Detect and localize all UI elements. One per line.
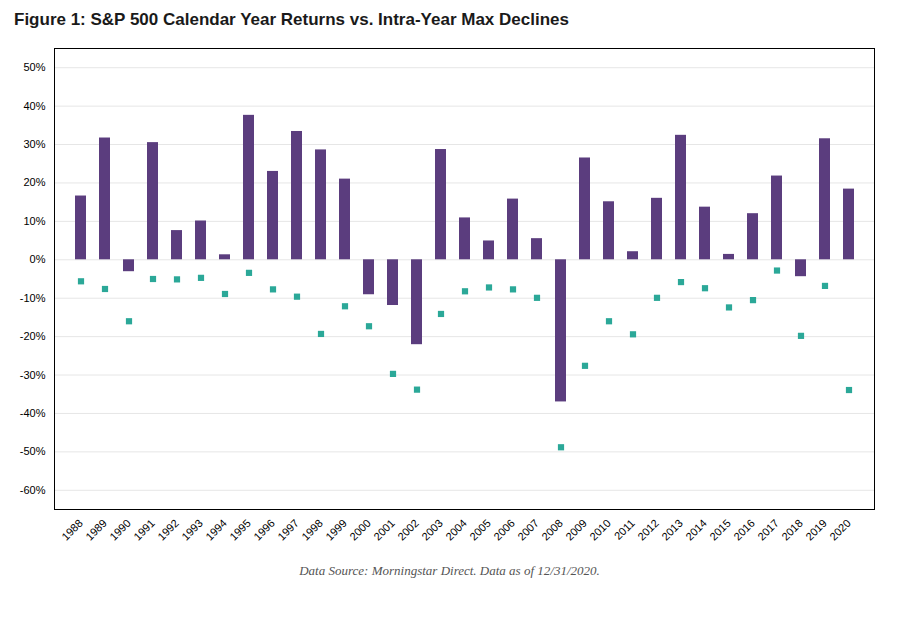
svg-text:2007: 2007	[515, 517, 541, 543]
svg-text:2006: 2006	[491, 517, 517, 543]
svg-text:1993: 1993	[179, 517, 205, 543]
svg-text:2001: 2001	[371, 517, 397, 543]
svg-text:0%: 0%	[30, 253, 46, 265]
svg-text:-50%: -50%	[20, 445, 46, 457]
svg-text:2012: 2012	[635, 517, 661, 543]
svg-text:2002: 2002	[395, 517, 421, 543]
svg-text:-30%: -30%	[20, 369, 46, 381]
svg-text:2005: 2005	[467, 517, 493, 543]
svg-text:1990: 1990	[107, 517, 133, 543]
svg-text:-20%: -20%	[20, 330, 46, 342]
svg-text:2017: 2017	[755, 517, 781, 543]
svg-text:10%: 10%	[23, 215, 45, 227]
svg-text:2010: 2010	[587, 517, 613, 543]
svg-text:2018: 2018	[779, 517, 805, 543]
svg-text:2008: 2008	[539, 517, 565, 543]
svg-text:-10%: -10%	[20, 292, 46, 304]
svg-text:30%: 30%	[23, 138, 45, 150]
svg-text:2009: 2009	[563, 517, 589, 543]
svg-text:2000: 2000	[347, 517, 373, 543]
svg-text:20%: 20%	[23, 176, 45, 188]
svg-text:2016: 2016	[731, 517, 757, 543]
svg-text:50%: 50%	[23, 61, 45, 73]
svg-text:1991: 1991	[131, 517, 157, 543]
svg-text:2014: 2014	[683, 517, 709, 543]
svg-text:1989: 1989	[83, 517, 109, 543]
svg-text:2013: 2013	[659, 517, 685, 543]
svg-text:1996: 1996	[251, 517, 277, 543]
svg-text:1995: 1995	[227, 517, 253, 543]
svg-text:1999: 1999	[323, 517, 349, 543]
svg-text:-60%: -60%	[20, 484, 46, 496]
svg-text:2020: 2020	[827, 517, 853, 543]
svg-text:1988: 1988	[59, 517, 85, 543]
svg-text:40%: 40%	[23, 100, 45, 112]
html-text:Figure 1: S&P 500 Calendar Yea: Figure 1: S&P 500 Calendar Year Returns …	[14, 10, 569, 29]
svg-text:2004: 2004	[443, 517, 469, 543]
html-text:Data Source: Morningstar Direc: Data Source: Morningstar Direct. Data as…	[299, 563, 600, 578]
svg-text:1994: 1994	[203, 517, 229, 543]
svg-text:-40%: -40%	[20, 407, 46, 419]
svg-text:2019: 2019	[803, 517, 829, 543]
svg-text:2011: 2011	[612, 517, 637, 542]
svg-text:2015: 2015	[707, 517, 733, 543]
svg-text:1992: 1992	[155, 517, 181, 543]
svg-text:1998: 1998	[299, 517, 325, 543]
svg-text:2003: 2003	[419, 517, 445, 543]
svg-text:1997: 1997	[275, 517, 301, 543]
